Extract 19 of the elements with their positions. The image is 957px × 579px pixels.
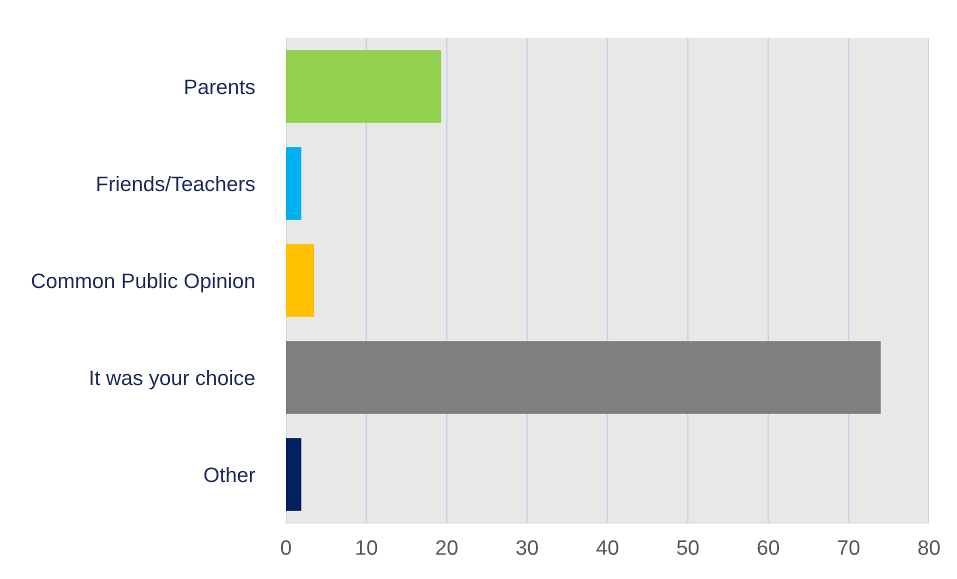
x-tick-label: 0 xyxy=(281,540,291,555)
bar xyxy=(286,244,314,317)
y-tick-label: Common Public Opinion xyxy=(32,272,254,292)
bar xyxy=(286,147,302,220)
y-tick-label: Parents xyxy=(185,80,255,94)
bar xyxy=(286,50,442,123)
x-tick-label: 50 xyxy=(677,540,699,555)
y-tick-label: Other xyxy=(204,466,256,482)
x-tick-label: 40 xyxy=(596,540,618,555)
y-tick-label: It was your choice xyxy=(90,370,255,390)
x-tick-label: 20 xyxy=(436,540,458,555)
bar xyxy=(286,438,302,511)
x-tick-label: 60 xyxy=(758,540,780,555)
x-tick-label: 70 xyxy=(838,540,860,555)
y-tick-label: Friends/Teachers xyxy=(97,176,255,192)
x-tick-label: 10 xyxy=(356,540,378,555)
bar xyxy=(286,341,881,414)
x-tick-label: 80 xyxy=(918,540,940,555)
x-tick-label: 30 xyxy=(516,540,538,555)
